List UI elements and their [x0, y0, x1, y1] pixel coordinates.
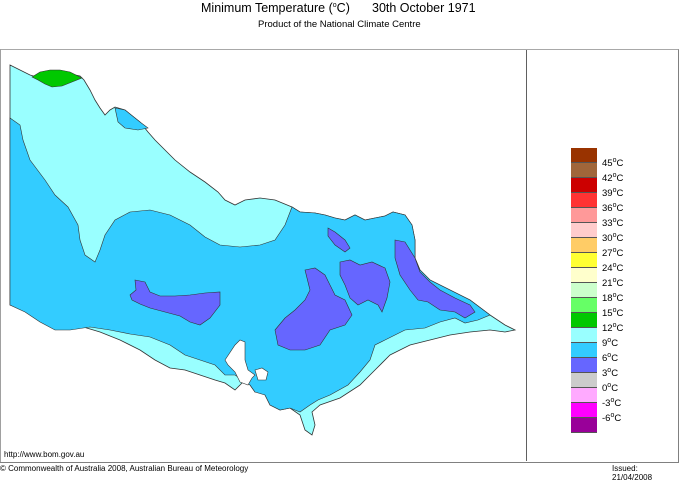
zone-6-9: [9, 117, 491, 413]
legend-swatch: [571, 388, 597, 403]
legend-label: 30oC: [602, 232, 624, 245]
zone-12-15: [31, 69, 83, 88]
legend-label: 21oC: [602, 277, 624, 290]
legend-label: -6oC: [602, 412, 622, 425]
legend-label: 42oC: [602, 172, 624, 185]
map-frame: [0, 49, 679, 463]
legend-swatch: [571, 223, 597, 238]
legend-label: 33oC: [602, 217, 624, 230]
legend-label: 36oC: [602, 202, 624, 215]
legend-swatch: [571, 403, 597, 418]
legend-swatch: [571, 253, 597, 268]
legend-swatch: [571, 283, 597, 298]
legend-swatch: [571, 268, 597, 283]
copyright: © Commonwealth of Australia 2008, Austra…: [0, 464, 249, 473]
legend-label: 15oC: [602, 307, 624, 320]
legend-swatch: [571, 163, 597, 178]
legend-label: 18oC: [602, 292, 624, 305]
legend-label: 27oC: [602, 247, 624, 260]
legend-swatch: [571, 343, 597, 358]
legend-label: 0oC: [602, 382, 619, 395]
legend-label: 9oC: [602, 337, 619, 350]
legend-swatch: [571, 208, 597, 223]
legend-swatch: [571, 238, 597, 253]
legend-swatch: [571, 193, 597, 208]
zone-3-6-east: [394, 239, 476, 319]
legend-swatch: [571, 328, 597, 343]
legend-label: -3oC: [602, 397, 622, 410]
legend-swatch: [571, 418, 597, 433]
title-date: 30th October 1971: [372, 1, 476, 15]
legend-label: 24oC: [602, 262, 624, 275]
legend-swatch: [571, 373, 597, 388]
port-phillip-bay: [224, 339, 256, 386]
title-text: Minimum Temperature (oC): [201, 1, 350, 15]
legend-label: 3oC: [602, 367, 619, 380]
legend-swatch: [571, 298, 597, 313]
legend-label: 12oC: [602, 322, 624, 335]
legend-swatch: [571, 313, 597, 328]
frame-left-border: [0, 49, 1, 462]
zone-3-6-centre-east: [339, 259, 391, 313]
zone-3-6-central: [274, 267, 353, 351]
issued-date: Issued: 21/04/2008: [612, 464, 653, 482]
subtitle: Product of the National Climate Centre: [258, 19, 421, 30]
legend-label: 39oC: [602, 187, 624, 200]
zone-6-9-north: [114, 107, 149, 131]
western-port: [254, 367, 269, 381]
zone-3-6-upper: [327, 227, 351, 253]
zone-3-6-west: [129, 279, 221, 326]
legend-divider: [526, 50, 527, 461]
bom-url[interactable]: http://www.bom.gov.au: [4, 450, 85, 459]
map-title: Minimum Temperature (oC) 30th October 19…: [0, 0, 680, 20]
victoria-temperature-map: [9, 64, 517, 436]
legend-swatch: [571, 148, 597, 163]
legend-label: 6oC: [602, 352, 619, 365]
legend-swatch: [571, 178, 597, 193]
legend-swatch: [571, 358, 597, 373]
legend-label: 45oC: [602, 157, 624, 170]
